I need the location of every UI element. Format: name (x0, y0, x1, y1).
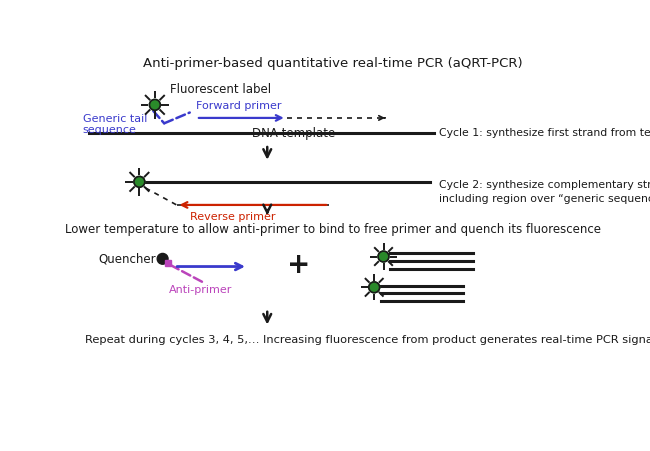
Text: Anti-primer-based quantitative real-time PCR (aQRT-PCR): Anti-primer-based quantitative real-time… (143, 57, 523, 70)
Circle shape (150, 100, 161, 111)
Text: Quencher: Quencher (99, 252, 157, 265)
Text: Fluorescent label: Fluorescent label (170, 83, 272, 96)
Circle shape (134, 177, 145, 188)
Text: Cycle 1: synthesize first strand from template: Cycle 1: synthesize first strand from te… (439, 128, 650, 138)
Text: Anti-primer: Anti-primer (169, 285, 232, 295)
Text: Lower temperature to allow anti-primer to bind to free primer and quench its flu: Lower temperature to allow anti-primer t… (65, 222, 601, 235)
Text: Repeat during cycles 3, 4, 5,… Increasing fluorescence from product generates re: Repeat during cycles 3, 4, 5,… Increasin… (85, 334, 650, 344)
Circle shape (369, 282, 380, 293)
Text: Forward primer: Forward primer (196, 101, 281, 111)
Text: DNA template: DNA template (252, 126, 335, 139)
Text: Generic tail
sequence: Generic tail sequence (83, 113, 147, 135)
Text: +: + (287, 251, 310, 279)
Text: Reverse primer: Reverse primer (190, 212, 275, 221)
Text: Cycle 2: synthesize complementary strand,
including region over “generic sequenc: Cycle 2: synthesize complementary strand… (439, 180, 650, 203)
Circle shape (378, 252, 389, 262)
Circle shape (157, 254, 168, 265)
